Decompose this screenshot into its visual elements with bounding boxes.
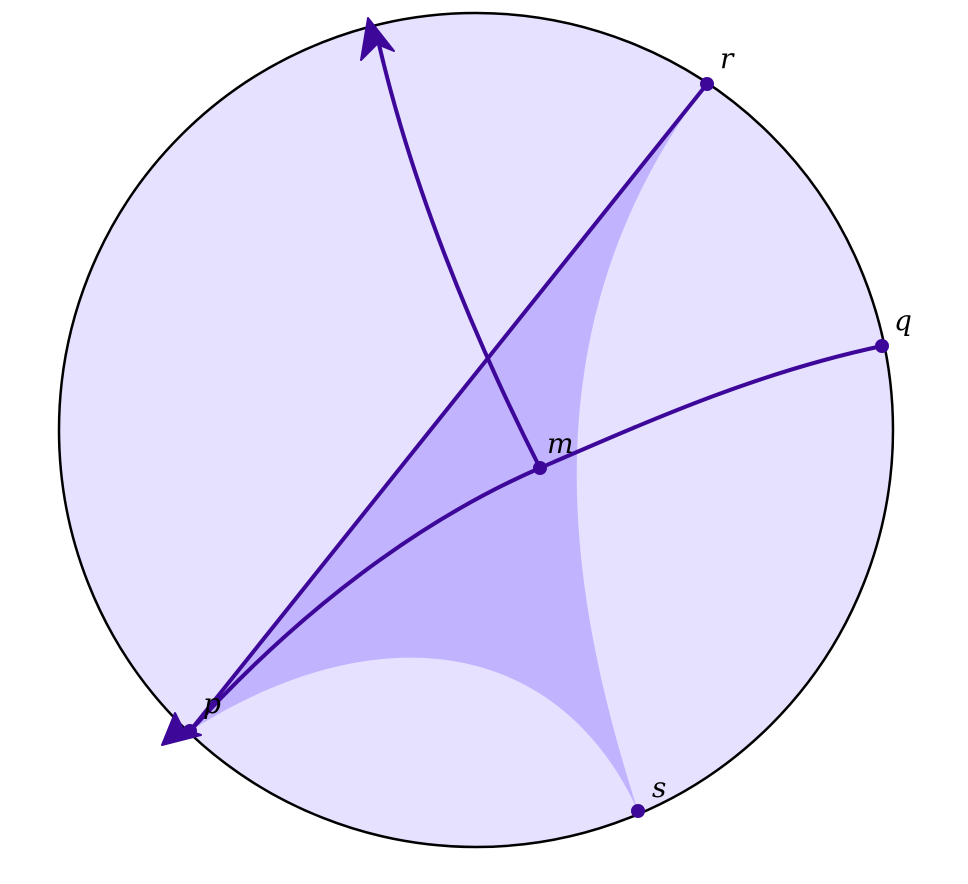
- ideal-triangle-prs: [190, 84, 707, 811]
- label-r: r: [720, 42, 735, 75]
- label-m: m: [547, 427, 574, 460]
- point-s: [631, 804, 645, 818]
- geodesic-p-r: [188, 82, 709, 733]
- label-p: p: [203, 687, 221, 720]
- geodesic-m-ray: [376, 38, 542, 470]
- point-q: [875, 339, 889, 353]
- arrowhead-top: [360, 17, 395, 61]
- point-m: [533, 461, 547, 475]
- label-s: s: [652, 771, 666, 804]
- point-r: [700, 77, 714, 91]
- point-p: [183, 724, 197, 738]
- label-q: q: [894, 304, 912, 337]
